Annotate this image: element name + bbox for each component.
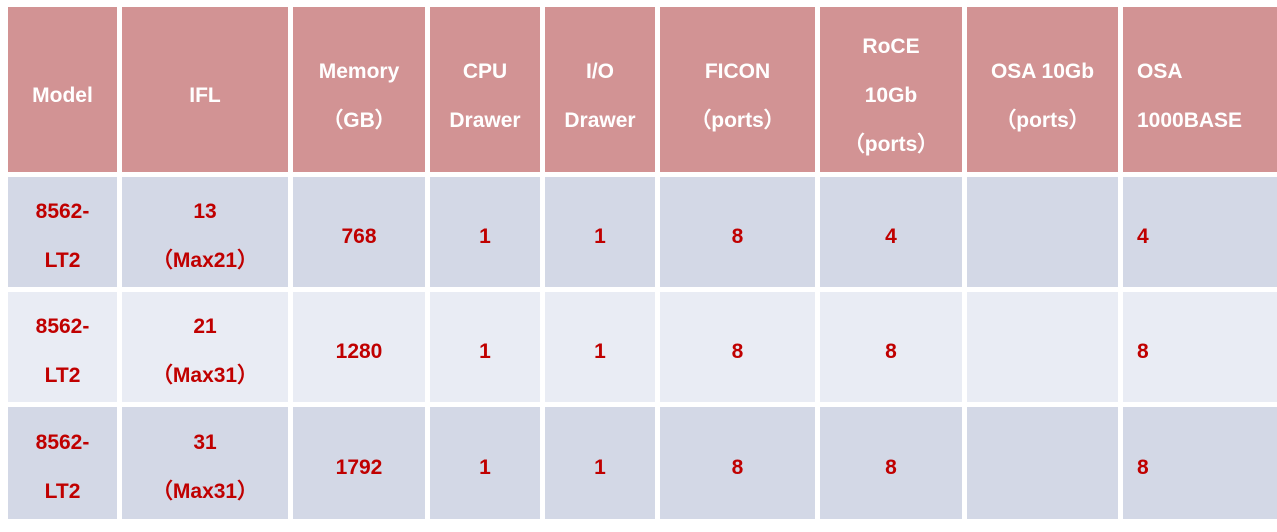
table-cell-ficon: 8	[660, 407, 815, 519]
table-cell-ficon: 8	[660, 177, 815, 287]
table-cell-io: 1	[545, 177, 655, 287]
column-header-osa-1000base: OSA 1000BASE	[1123, 7, 1277, 172]
column-header-model: Model	[8, 7, 117, 172]
table-cell-roce: 8	[820, 407, 962, 519]
table-header-row: Model IFL Memory （GB） CPU Drawer I/O Dra…	[8, 7, 1277, 172]
table-cell-memory: 1792	[293, 407, 425, 519]
table-row: 8562- LT2 21 （Max31） 1280 1 1 8 8 8	[8, 292, 1277, 402]
table-cell-roce: 4	[820, 177, 962, 287]
column-header-osa-10gb: OSA 10Gb （ports）	[967, 7, 1118, 172]
table-cell-model: 8562- LT2	[8, 407, 117, 519]
table-cell-roce: 8	[820, 292, 962, 402]
table-cell-ifl: 13 （Max21）	[122, 177, 288, 287]
table-cell-ifl: 31 （Max31）	[122, 407, 288, 519]
column-header-io-drawer: I/O Drawer	[545, 7, 655, 172]
table-cell-ficon: 8	[660, 292, 815, 402]
spec-table: Model IFL Memory （GB） CPU Drawer I/O Dra…	[3, 2, 1277, 524]
column-header-ficon-ports: FICON （ports）	[660, 7, 815, 172]
column-header-roce-10gb: RoCE 10Gb （ports）	[820, 7, 962, 172]
table-cell-memory: 1280	[293, 292, 425, 402]
table-cell-io: 1	[545, 407, 655, 519]
table-row: 8562- LT2 13 （Max21） 768 1 1 8 4 4	[8, 177, 1277, 287]
table-cell-osa1000base: 8	[1123, 407, 1277, 519]
column-header-ifl: IFL	[122, 7, 288, 172]
column-header-memory-gb: Memory （GB）	[293, 7, 425, 172]
table-cell-cpu: 1	[430, 177, 540, 287]
table-cell-osa10gb	[967, 407, 1118, 519]
table-cell-model: 8562- LT2	[8, 177, 117, 287]
column-header-cpu-drawer: CPU Drawer	[430, 7, 540, 172]
table-cell-io: 1	[545, 292, 655, 402]
table-cell-osa1000base: 4	[1123, 177, 1277, 287]
table-row: 8562- LT2 31 （Max31） 1792 1 1 8 8 8	[8, 407, 1277, 519]
table-cell-model: 8562- LT2	[8, 292, 117, 402]
table-cell-osa1000base: 8	[1123, 292, 1277, 402]
table-cell-ifl: 21 （Max31）	[122, 292, 288, 402]
table-cell-osa10gb	[967, 292, 1118, 402]
table-cell-cpu: 1	[430, 407, 540, 519]
table-cell-memory: 768	[293, 177, 425, 287]
table-cell-cpu: 1	[430, 292, 540, 402]
table-cell-osa10gb	[967, 177, 1118, 287]
